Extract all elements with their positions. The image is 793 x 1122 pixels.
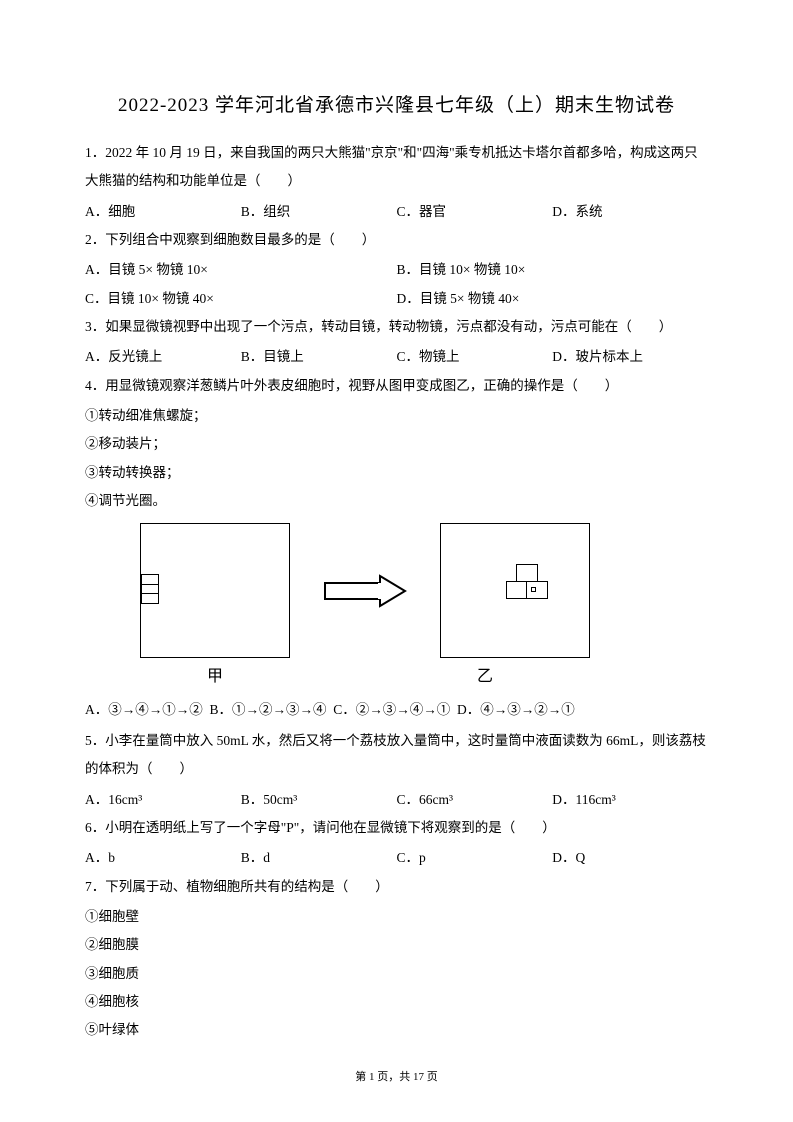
question-4: 4．用显微镜观察洋葱鳞片叶外表皮细胞时，视野从图甲变成图乙，正确的操作是（ ） xyxy=(85,372,708,400)
q4-text: 用显微镜观察洋葱鳞片叶外表皮细胞时，视野从图甲变成图乙，正确的操作是（ ） xyxy=(105,378,618,393)
q1-options: A．细胞 B．组织 C．器官 D．系统 xyxy=(85,198,708,226)
q4-sub2: ②移动装片； xyxy=(85,430,708,458)
q5-opt-a: A．16cm³ xyxy=(85,786,241,814)
cell-block xyxy=(531,587,536,592)
q3-text: 如果显微镜视野中出现了一个污点，转动目镜，转动物镜，污点都没有动，污点可能在（ … xyxy=(105,319,672,334)
question-3: 3．如果显微镜视野中出现了一个污点，转动目镜，转动物镜，污点都没有动，污点可能在… xyxy=(85,313,708,341)
q3-opt-a: A．反光镜上 xyxy=(85,343,241,371)
question-1: 1．2022 年 10 月 19 日，来自我国的两只大熊猫"京京"和"四海"乘专… xyxy=(85,139,708,196)
q7-sub5: ⑤叶绿体 xyxy=(85,1016,708,1044)
q3-opt-c: C．物镜上 xyxy=(397,343,553,371)
q6-opt-d: D．Q xyxy=(552,844,708,872)
question-7: 7．下列属于动、植物细胞所共有的结构是（ ） xyxy=(85,873,708,901)
cell-block xyxy=(506,581,528,599)
q6-text: 小明在透明纸上写了一个字母"P"，请问他在显微镜下将观察到的是（ ） xyxy=(105,820,556,835)
q3-num: 3． xyxy=(85,319,105,334)
q1-text: 2022 年 10 月 19 日，来自我国的两只大熊猫"京京"和"四海"乘专机抵… xyxy=(85,145,698,188)
q4-opt-b: B．①→②→③→④ xyxy=(210,702,327,717)
q6-options: A．b B．d C．p D．Q xyxy=(85,844,708,872)
q2-opt-d: D．目镜 5× 物镜 40× xyxy=(397,285,709,313)
q1-opt-c: C．器官 xyxy=(397,198,553,226)
diagram-box-yi xyxy=(440,523,590,658)
q1-opt-d: D．系统 xyxy=(552,198,708,226)
q2-opt-b: B．目镜 10× 物镜 10× xyxy=(397,256,709,284)
q2-options-row2: C．目镜 10× 物镜 40× D．目镜 5× 物镜 40× xyxy=(85,285,708,313)
page-title: 2022-2023 学年河北省承德市兴隆县七年级（上）期末生物试卷 xyxy=(85,90,708,117)
q1-opt-b: B．组织 xyxy=(241,198,397,226)
q2-opt-c: C．目镜 10× 物镜 40× xyxy=(85,285,397,313)
q6-opt-c: C．p xyxy=(397,844,553,872)
q7-sub4: ④细胞核 xyxy=(85,988,708,1016)
q4-num: 4． xyxy=(85,378,105,393)
q5-num: 5． xyxy=(85,733,105,748)
q1-num: 1． xyxy=(85,145,105,160)
q2-num: 2． xyxy=(85,232,105,247)
cell-rect xyxy=(141,593,159,604)
q5-text: 小李在量筒中放入 50mL 水，然后又将一个荔枝放入量筒中，这时量筒中液面读数为… xyxy=(85,733,706,776)
q4-opt-a: A．③→④→①→② xyxy=(85,702,203,717)
q2-text: 下列组合中观察到细胞数目最多的是（ ） xyxy=(105,232,375,247)
q4-opt-d: D．④→③→②→① xyxy=(457,702,575,717)
diagram-box-jia xyxy=(140,523,290,658)
q1-opt-a: A．细胞 xyxy=(85,198,241,226)
q4-sub3: ③转动转换器； xyxy=(85,459,708,487)
question-2: 2．下列组合中观察到细胞数目最多的是（ ） xyxy=(85,226,708,254)
q3-opt-d: D．玻片标本上 xyxy=(552,343,708,371)
cell-block xyxy=(516,564,538,582)
arrow-icon xyxy=(320,571,410,611)
page-footer: 第 1 页，共 17 页 xyxy=(0,1068,793,1084)
q4-sub4: ④调节光圈。 xyxy=(85,487,708,515)
q5-opt-c: C．66cm³ xyxy=(397,786,553,814)
q5-opt-d: D．116cm³ xyxy=(552,786,708,814)
q7-sub1: ①细胞壁 xyxy=(85,903,708,931)
q4-options: A．③→④→①→② B．①→②→③→④ C．②→③→④→① D．④→③→②→① xyxy=(85,696,708,724)
q5-opt-b: B．50cm³ xyxy=(241,786,397,814)
q4-sub1: ①转动细准焦螺旋； xyxy=(85,402,708,430)
q6-opt-b: B．d xyxy=(241,844,397,872)
q2-options-row1: A．目镜 5× 物镜 10× B．目镜 10× 物镜 10× xyxy=(85,256,708,284)
question-6: 6．小明在透明纸上写了一个字母"P"，请问他在显微镜下将观察到的是（ ） xyxy=(85,814,708,842)
label-yi: 乙 xyxy=(410,662,560,686)
q4-diagram xyxy=(140,523,708,658)
q7-sub2: ②细胞膜 xyxy=(85,931,708,959)
cell-block xyxy=(526,581,548,599)
q6-opt-a: A．b xyxy=(85,844,241,872)
q6-num: 6． xyxy=(85,820,105,835)
q2-opt-a: A．目镜 5× 物镜 10× xyxy=(85,256,397,284)
q7-text: 下列属于动、植物细胞所共有的结构是（ ） xyxy=(105,879,389,894)
question-5: 5．小李在量筒中放入 50mL 水，然后又将一个荔枝放入量筒中，这时量筒中液面读… xyxy=(85,727,708,784)
q3-options: A．反光镜上 B．目镜上 C．物镜上 D．玻片标本上 xyxy=(85,343,708,371)
q7-sub3: ③细胞质 xyxy=(85,960,708,988)
diagram-labels: 甲 乙 xyxy=(140,662,708,686)
q5-options: A．16cm³ B．50cm³ C．66cm³ D．116cm³ xyxy=(85,786,708,814)
q4-opt-c: C．②→③→④→① xyxy=(333,702,450,717)
q7-num: 7． xyxy=(85,879,105,894)
cells-left-group xyxy=(141,574,159,604)
q3-opt-b: B．目镜上 xyxy=(241,343,397,371)
label-jia: 甲 xyxy=(140,662,290,686)
